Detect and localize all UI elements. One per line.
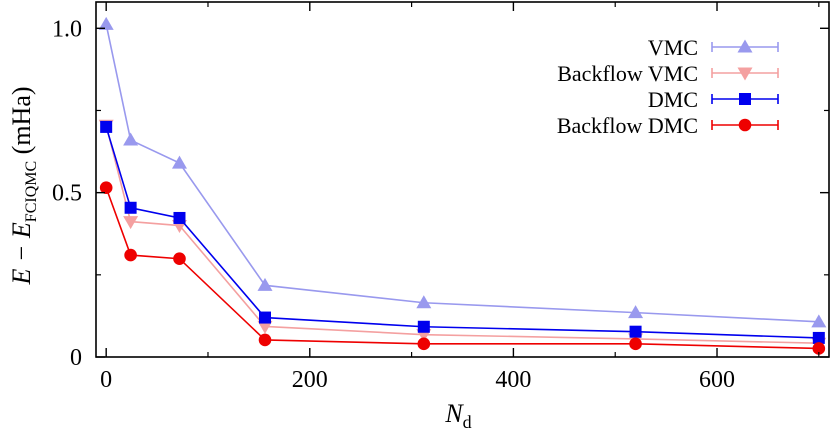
- data-point: [123, 132, 139, 146]
- legend-marker: [738, 118, 752, 132]
- data-point: [628, 305, 644, 319]
- data-point: [173, 211, 186, 224]
- x-tick-label: 0: [100, 367, 112, 393]
- data-point: [417, 337, 431, 351]
- legend-label: Backflow VMC: [557, 61, 698, 86]
- data-point: [124, 248, 137, 262]
- data-point: [124, 201, 137, 214]
- legend-label: Backflow DMC: [557, 113, 698, 138]
- legend-entry: DMC: [648, 87, 779, 112]
- x-tick-label: 200: [292, 367, 328, 393]
- data-point: [812, 331, 825, 344]
- y-axis-label-unit: (mHa): [7, 86, 36, 160]
- data-point: [629, 325, 642, 338]
- legend-marker: [739, 93, 751, 105]
- series-line: [105, 126, 819, 339]
- data-point: [417, 320, 430, 333]
- data-point: [257, 277, 273, 291]
- data-point: [173, 252, 186, 266]
- data-point: [257, 320, 273, 334]
- y-axis-label-sub: FCIQMC: [23, 161, 40, 222]
- legend-marker: [737, 67, 753, 81]
- series-vmc: [98, 16, 827, 328]
- data-point: [629, 337, 642, 351]
- x-tick-label: 600: [699, 367, 735, 393]
- legend-entry: Backflow VMC: [557, 61, 779, 86]
- series-dmc: [100, 120, 825, 344]
- legend-entry: VMC: [648, 35, 779, 60]
- plot-frame: [95, 1, 830, 358]
- data-point: [171, 155, 187, 169]
- data-point: [812, 342, 826, 355]
- data-point: [811, 314, 827, 328]
- legend-marker: [737, 39, 753, 53]
- series-layer: [98, 16, 827, 355]
- series-backflow-dmc: [99, 181, 826, 355]
- y-tick-label: 1.0: [52, 16, 82, 42]
- data-point: [100, 120, 113, 133]
- x-axis-label-main: N: [444, 399, 464, 428]
- y-axis-label: E − EFCIQMC (mHa): [7, 86, 40, 285]
- x-tick-label: 400: [495, 367, 531, 393]
- legend-entry: Backflow DMC: [557, 113, 779, 138]
- x-axis-label-sub: d: [463, 412, 472, 431]
- y-tick-label: 0: [70, 345, 82, 371]
- legend-label: VMC: [648, 35, 698, 60]
- data-point: [258, 333, 272, 347]
- axes-layer: 0 200 400 600 0 0.5 1.0 Nd E − EFCIQMC (mHa): [7, 1, 830, 431]
- data-point: [123, 216, 139, 230]
- data-point: [416, 295, 432, 309]
- series-line: [105, 125, 819, 344]
- x-axis-label: Nd: [444, 399, 471, 431]
- legend-label: DMC: [648, 87, 698, 112]
- data-point: [258, 311, 271, 324]
- y-axis-label-main: E − E: [7, 222, 36, 285]
- data-point: [98, 16, 114, 30]
- data-point: [99, 181, 113, 195]
- y-tick-label: 0.5: [52, 181, 82, 207]
